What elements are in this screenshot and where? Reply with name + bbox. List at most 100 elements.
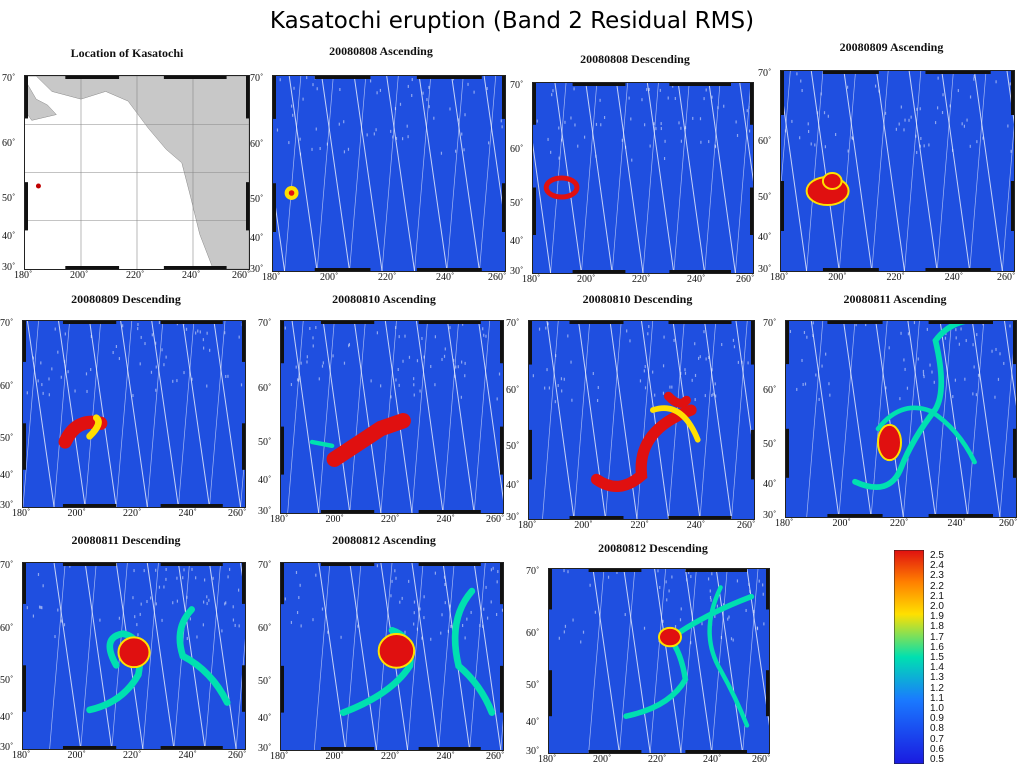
lon-tick-label: 200˚ [320,272,339,283]
lon-tick-label: 200˚ [832,518,851,529]
slide-title: Kasatochi eruption (Band 2 Residual RMS) [269,8,755,34]
residual-map [548,568,770,754]
lon-tick-label: 180˚ [270,514,289,525]
lon-tick-label: 200˚ [325,751,344,762]
lon-tick-label: 180˚ [12,750,31,761]
map-graphic [23,321,245,507]
lon-tick-label: 260˚ [736,274,755,285]
plume-shape [451,587,496,716]
lat-tick-label: 50˚ [250,193,264,205]
colorbar-label: 1.6 [930,641,944,653]
lat-tick-label: 50˚ [0,675,14,687]
panel-title: 20080809 Ascending [839,40,944,54]
residual-map [22,562,246,750]
panel-title: 20080810 Ascending [332,292,436,306]
lat-tick-label: 70˚ [763,317,777,329]
lat-tick-label: 40˚ [250,232,264,244]
colorbar-label: 1.5 [930,652,944,663]
lon-tick-label: 240˚ [703,754,722,765]
plume [284,186,299,200]
lat-tick-label: 40˚ [258,475,272,487]
lat-tick-label: 30˚ [2,262,16,273]
lat-tick-label: 70˚ [0,317,14,329]
lon-tick-label: 240˚ [436,272,455,283]
lon-tick-label: 240˚ [178,750,197,761]
residual-map [22,320,246,508]
plume [590,391,701,492]
colorbar-label: 2.3 [930,570,944,582]
colorbar-label: 0.9 [930,713,944,725]
plume-shape [288,190,295,196]
kasatochi-marker [35,183,41,189]
lat-tick-label: 40˚ [763,478,777,490]
plume-shape [707,585,750,728]
colorbar-label: 2.2 [930,580,944,592]
lon-tick-label: 180˚ [12,508,31,519]
lat-tick-label: 60˚ [250,139,264,151]
map-graphic [533,83,753,273]
lat-tick-label: 30˚ [758,264,772,275]
map-graphic [549,569,769,753]
panel-title: 20080808 Descending [580,52,690,66]
lat-tick-label: 70˚ [526,565,540,577]
plume-shape [176,606,231,706]
lon-tick-label: 180˚ [518,520,537,531]
map-graphic [25,76,249,269]
colorbar-label: 1.7 [930,631,944,643]
lon-tick-label: 240˚ [686,520,706,531]
plume-shape [326,413,411,467]
colorbar-label: 1.9 [930,611,944,623]
plume-shape [821,172,843,190]
lon-tick-label: 200˚ [593,754,612,765]
panel-title: 20080809 Descending [71,292,181,306]
lon-tick-label: 220˚ [886,272,905,283]
colorbar-label: 2.0 [930,601,944,612]
panel-title: 20080811 Ascending [843,292,947,306]
lat-tick-label: 60˚ [510,144,524,156]
lon-tick-label: 220˚ [381,514,400,525]
map-graphic [281,321,503,513]
panel-title: 20080812 Descending [598,541,708,555]
lat-tick-label: 40˚ [258,713,272,725]
lon-tick-label: 180˚ [775,518,794,529]
lon-tick-label: 260˚ [999,518,1018,529]
lon-tick-label: 180˚ [538,754,557,765]
lon-tick-label: 220˚ [126,270,145,281]
lat-tick-label: 30˚ [258,743,272,754]
panel-title: 20080811 Descending [71,533,181,547]
colorbar-label: 1.1 [930,692,944,704]
lat-tick-label: 40˚ [2,231,16,243]
colorbar-label: 2.5 [930,550,944,561]
landmass [25,79,57,121]
location-map [24,75,250,270]
lon-tick-label: 240˚ [687,274,706,285]
colorbar-label: 0.8 [930,723,944,735]
lat-tick-label: 30˚ [763,510,777,521]
lon-tick-label: 260˚ [486,514,505,525]
lon-tick-label: 220˚ [378,272,397,283]
lon-tick-label: 200˚ [828,272,847,283]
lon-tick-label: 180˚ [270,751,289,762]
colorbar-label: 1.3 [930,672,944,684]
lon-tick-label: 220˚ [630,520,649,531]
plume-shape [309,439,335,449]
lat-tick-label: 50˚ [763,439,777,451]
colorbar-label: 1.0 [930,703,944,714]
lon-tick-label: 240˚ [947,518,966,529]
lon-tick-label: 240˚ [182,270,201,281]
lat-tick-label: 50˚ [258,436,272,448]
lat-tick-label: 30˚ [510,266,524,277]
colorbar-scale [894,550,924,764]
lat-tick-label: 30˚ [526,746,540,757]
lat-tick-label: 70˚ [258,559,272,571]
lon-tick-label: 180˚ [770,272,789,283]
lat-tick-label: 40˚ [526,716,540,728]
lat-tick-label: 70˚ [510,79,524,91]
colorbar-label: 0.5 [930,754,944,765]
lat-tick-label: 60˚ [0,622,14,634]
map-graphic [781,71,1014,271]
lat-tick-label: 60˚ [763,384,777,396]
plume-shape [649,405,701,443]
lat-tick-label: 40˚ [510,235,524,247]
lon-tick-label: 200˚ [70,270,89,281]
